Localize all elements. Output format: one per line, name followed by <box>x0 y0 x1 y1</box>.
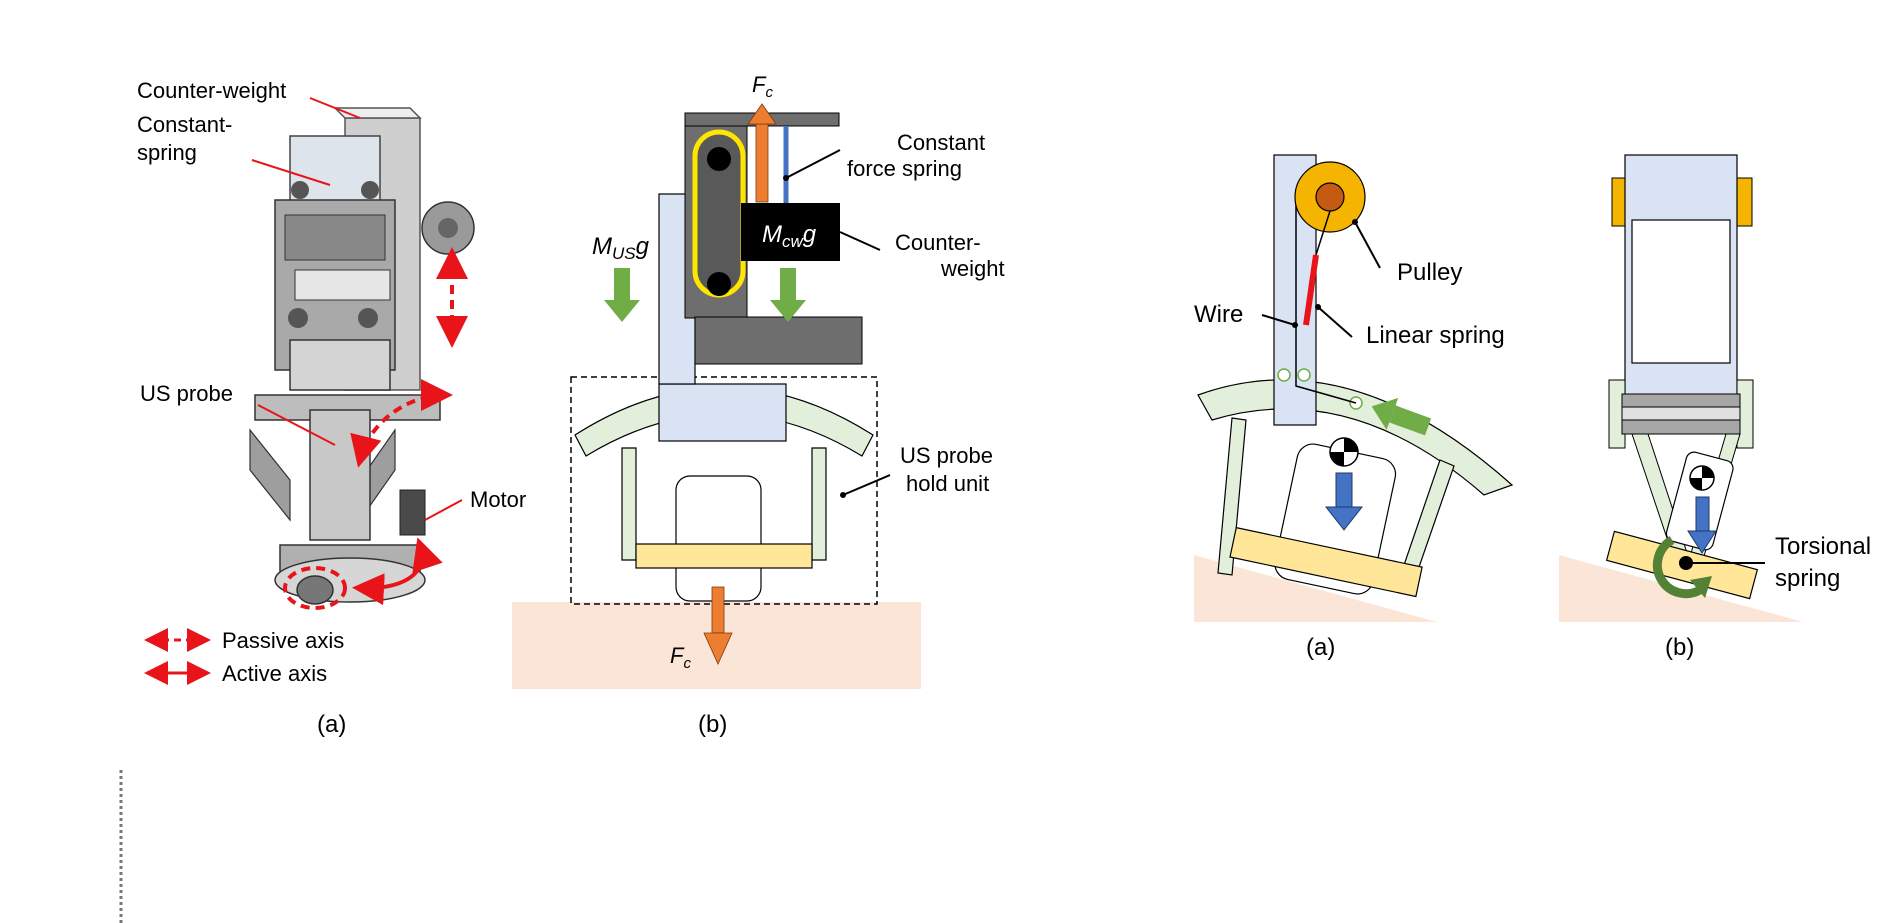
label-constant-line2: force spring <box>847 156 962 181</box>
gravity-arrow-a <box>1324 506 1364 531</box>
torsional-spring-arrow <box>1652 536 1703 599</box>
legend-active-label: Active axis <box>222 661 327 686</box>
label-counter-line2: weight <box>940 256 1005 281</box>
mus-label: MUSg <box>592 233 650 263</box>
caption-fig1-a: (a) <box>317 711 346 738</box>
label-motor: Motor <box>470 487 526 512</box>
label-linear-spring: Linear spring <box>1366 322 1505 349</box>
caption-fig2-a: (a) <box>1306 634 1335 661</box>
wire-path <box>1295 190 1357 404</box>
label-constant-spring-line2: spring <box>137 140 197 165</box>
mcw-label: Mcwg <box>762 221 817 251</box>
arc-arrow <box>1371 397 1399 430</box>
robot-labels: Counter-weight Constant- spring US probe… <box>137 78 526 521</box>
us-probe-body <box>675 475 762 602</box>
label-torsional-line1: Torsional <box>1775 533 1871 560</box>
label-pulley: Pulley <box>1397 259 1462 286</box>
force-arrow-down <box>703 632 733 665</box>
caption-fig2-b: (b) <box>1665 634 1694 661</box>
force-arrow-up <box>747 103 777 125</box>
label-us-probe: US probe <box>140 381 233 406</box>
base-plate <box>694 316 863 365</box>
fc-top-label: Fc <box>752 72 773 101</box>
active-axis-arrow <box>352 537 443 606</box>
fig2-panel-a: Pulley Linear spring Wire <box>1194 154 1514 622</box>
fig2-panel-b: Torsional spring <box>1559 154 1871 622</box>
gravity-arrow-cw <box>770 300 806 322</box>
slope-surface-a <box>1194 555 1437 622</box>
axis-legend: Passive axis Active axis <box>144 628 344 686</box>
gravity-arrow-b <box>1687 530 1717 554</box>
legend-passive-label: Passive axis <box>222 628 344 653</box>
label-counterweight: Counter-weight <box>137 78 286 103</box>
label-wire: Wire <box>1194 301 1243 328</box>
label-counter-line1: Counter- <box>895 230 981 255</box>
robot-render <box>249 107 475 605</box>
axis-arrows <box>283 247 468 610</box>
mechanism-schematic: Mcwg Fc MUSg Fc Constant force spring Co… <box>512 72 1005 689</box>
label-constant-spring-line1: Constant- <box>137 112 232 137</box>
label-hold-line2: hold unit <box>906 471 989 496</box>
label-hold-line1: US probe <box>900 443 993 468</box>
roll-passive-axis-arrow <box>283 566 347 610</box>
caption-fig1-b: (b) <box>698 711 727 738</box>
counterweight-block <box>741 203 840 261</box>
slope-surface-b <box>1559 555 1803 622</box>
linear-spring <box>1303 254 1319 326</box>
label-torsional-line2: spring <box>1775 565 1840 592</box>
probe-slider-block <box>658 383 787 442</box>
gravity-arrow-us <box>604 300 640 322</box>
label-constant-line1: Constant <box>897 130 985 155</box>
fc-bottom-label: Fc <box>670 643 691 672</box>
probe-pad <box>635 543 813 569</box>
